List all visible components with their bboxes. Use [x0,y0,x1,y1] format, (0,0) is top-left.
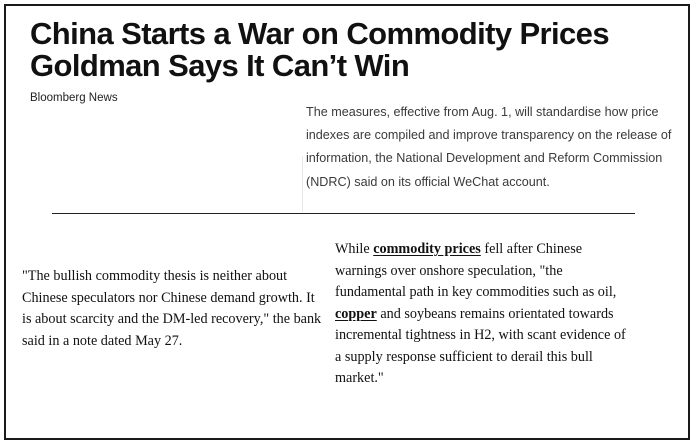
left-quote-paragraph: "The bullish commodity thesis is neither… [22,268,322,349]
right-quote-paragraph: While commodity prices fell after Chines… [335,239,635,390]
column-separator [302,156,303,212]
headline: China Starts a War on Commodity Prices G… [30,16,610,83]
right-quote-text-1: While [335,241,374,257]
copper-link[interactable]: copper [335,305,377,322]
article-frame [4,4,690,440]
commodity-prices-link[interactable]: commodity prices [373,241,481,257]
right-quote-text-2: fell after Chinese warnings over onshore… [335,241,617,300]
summary-paragraph: The measures, effective from Aug. 1, wil… [306,105,672,189]
byline: Bloomberg News [30,92,118,104]
horizontal-divider [52,213,635,214]
right-quote-text-3: and soybeans remains orientated towards … [335,305,626,387]
